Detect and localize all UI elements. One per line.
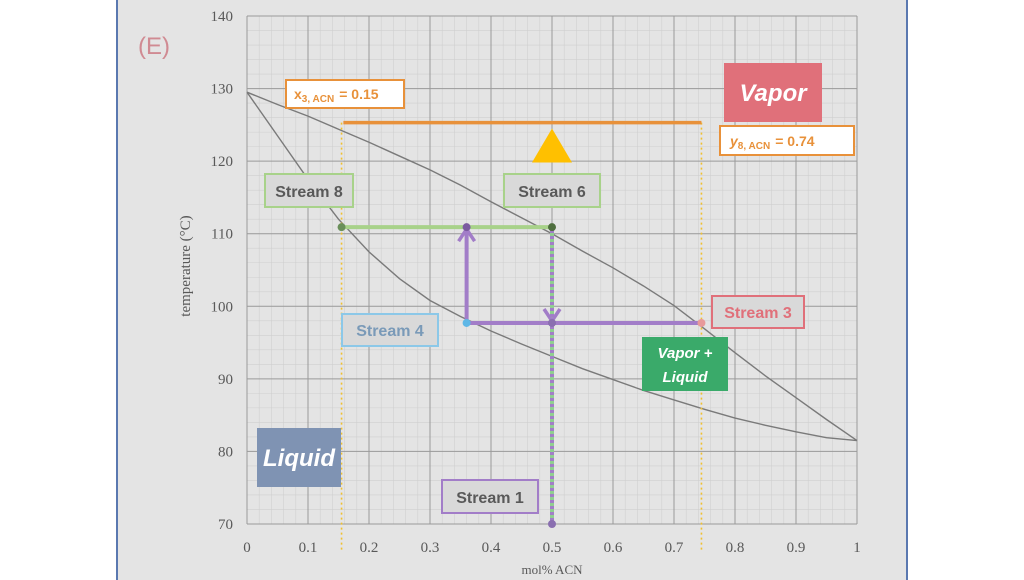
y-tick-label: 140 (211, 9, 234, 25)
triangle-marker (532, 128, 572, 163)
axis-ticks: 0 0.1 0.2 0.3 0.4 0.5 0.6 0.7 0.8 0.9 1 70 80 90 100 11… (211, 9, 861, 556)
y8-lhs: y (729, 133, 739, 149)
stream-3-label: Stream 3 (711, 295, 805, 329)
x-tick-label: 0.6 (604, 540, 623, 556)
x-tick-label: 1 (853, 540, 861, 556)
y-tick-label: 90 (218, 372, 233, 388)
stream1-point (548, 520, 556, 528)
liquid-region-label: Liquid (257, 428, 341, 487)
vapor-text: Vapor (739, 80, 808, 107)
y8-rhs: = 0.74 (775, 133, 815, 149)
x3-lhs: x (294, 86, 302, 102)
stream-1-label: Stream 1 (441, 479, 539, 514)
svg-text:x3, ACN= 0.15: x3, ACN = 0.15 (294, 86, 379, 105)
svg-text:y8, ACN= 0.74: y8, ACN = 0.74 (729, 133, 815, 152)
y8-callout: y8, ACN = 0.74 (719, 125, 855, 156)
y-tick-label: 120 (211, 154, 234, 170)
slide-panel: (E) 0 0.1 0.2 0.3 0.4 0.5 0.6 0.7 0.8 0.9 1 70 80 90 1… (116, 0, 908, 580)
x3-callout: x3, ACN = 0.15 (285, 79, 405, 109)
y-tick-label: 70 (218, 517, 233, 533)
x-tick-label: 0.2 (360, 540, 379, 556)
stream-3-text: Stream 3 (724, 305, 792, 322)
y-tick-label: 130 (211, 82, 234, 98)
x-axis-label: mol% ACN (521, 562, 583, 577)
panel-label: (E) (138, 33, 170, 60)
phase-diagram-chart: (E) 0 0.1 0.2 0.3 0.4 0.5 0.6 0.7 0.8 0.9 1 70 80 90 1… (138, 9, 861, 577)
vapor-liquid-region-label: Vapor + Liquid (642, 337, 728, 391)
liquid-text: Liquid (263, 445, 336, 472)
x3-sub: 3, ACN (302, 94, 334, 105)
vapor-liquid-text-2: Liquid (663, 369, 709, 386)
x-tick-label: 0.1 (299, 540, 318, 556)
stream-8-label: Stream 8 (264, 173, 354, 208)
annotations (337, 120, 706, 550)
y-axis-label: temperature (°C) (178, 215, 194, 316)
vapor-liquid-text-1: Vapor + (658, 345, 713, 362)
x3-rhs: = 0.15 (339, 86, 379, 102)
stream-1-text: Stream 1 (456, 490, 524, 507)
x-tick-label: 0 (243, 540, 251, 556)
y-tick-label: 100 (211, 299, 234, 315)
x-tick-label: 0.4 (482, 540, 501, 556)
x-tick-label: 0.9 (787, 540, 806, 556)
y-tick-label: 80 (218, 444, 233, 460)
stream8-point (337, 223, 346, 232)
stream6-point (548, 223, 556, 232)
y-tick-label: 110 (211, 227, 233, 243)
stream-8-text: Stream 8 (275, 184, 343, 201)
y8-sub: 8, ACN (738, 141, 770, 152)
up-arrow-top-point (462, 223, 471, 232)
x-tick-label: 0.5 (543, 540, 562, 556)
stream-6-label: Stream 6 (503, 173, 601, 208)
feed-split-point (548, 318, 556, 327)
stream-4-label: Stream 4 (341, 313, 439, 347)
x-tick-label: 0.3 (421, 540, 440, 556)
stream-6-text: Stream 6 (518, 184, 586, 201)
stream4-point (462, 318, 471, 327)
stream3-point (697, 318, 706, 327)
x-tick-label: 0.8 (726, 540, 745, 556)
x-tick-label: 0.7 (665, 540, 684, 556)
stream-4-text: Stream 4 (356, 323, 424, 340)
vapor-region-label: Vapor (724, 63, 822, 122)
